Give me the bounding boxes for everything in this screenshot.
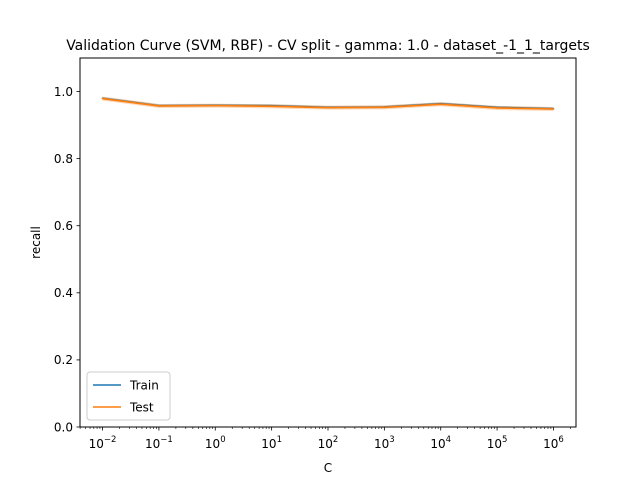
point-test-0 [101,97,104,100]
x-tick-label: 102 [318,435,339,451]
x-tick-label: 101 [261,435,282,451]
legend-label-test: Test [129,401,154,415]
x-tick-label: 103 [374,435,395,451]
y-tick-label: 1.0 [54,85,73,99]
y-tick-label: 0.0 [54,420,73,434]
x-tick-label: 10−2 [89,435,117,451]
x-tick-label: 104 [430,435,451,451]
legend: Train Test [86,371,171,421]
point-test-4 [327,106,329,109]
band-test [102,96,554,111]
x-tick-label: 10−1 [145,435,173,451]
point-test-3 [270,105,273,108]
x-tick-label: 106 [543,435,564,451]
y-tick-label: 0.6 [54,219,73,233]
point-test-1 [158,105,160,107]
point-test-8 [552,108,555,110]
x-tick-label: 100 [205,435,226,451]
y-tick-label: 0.2 [54,353,73,367]
legend-label-train: Train [129,379,159,393]
x-axis-label: C [324,461,332,475]
x-tick-label: 105 [487,435,508,451]
legend-box [86,371,171,421]
y-tick-label: 0.8 [54,152,73,166]
y-axis-label: recall [29,226,43,259]
y-tick-label: 0.4 [54,286,73,300]
point-test-7 [496,107,498,109]
point-test-6 [439,103,442,106]
chart-title: Validation Curve (SVM, RBF) - CV split -… [66,38,590,54]
point-test-5 [383,106,386,109]
point-test-2 [214,104,217,107]
